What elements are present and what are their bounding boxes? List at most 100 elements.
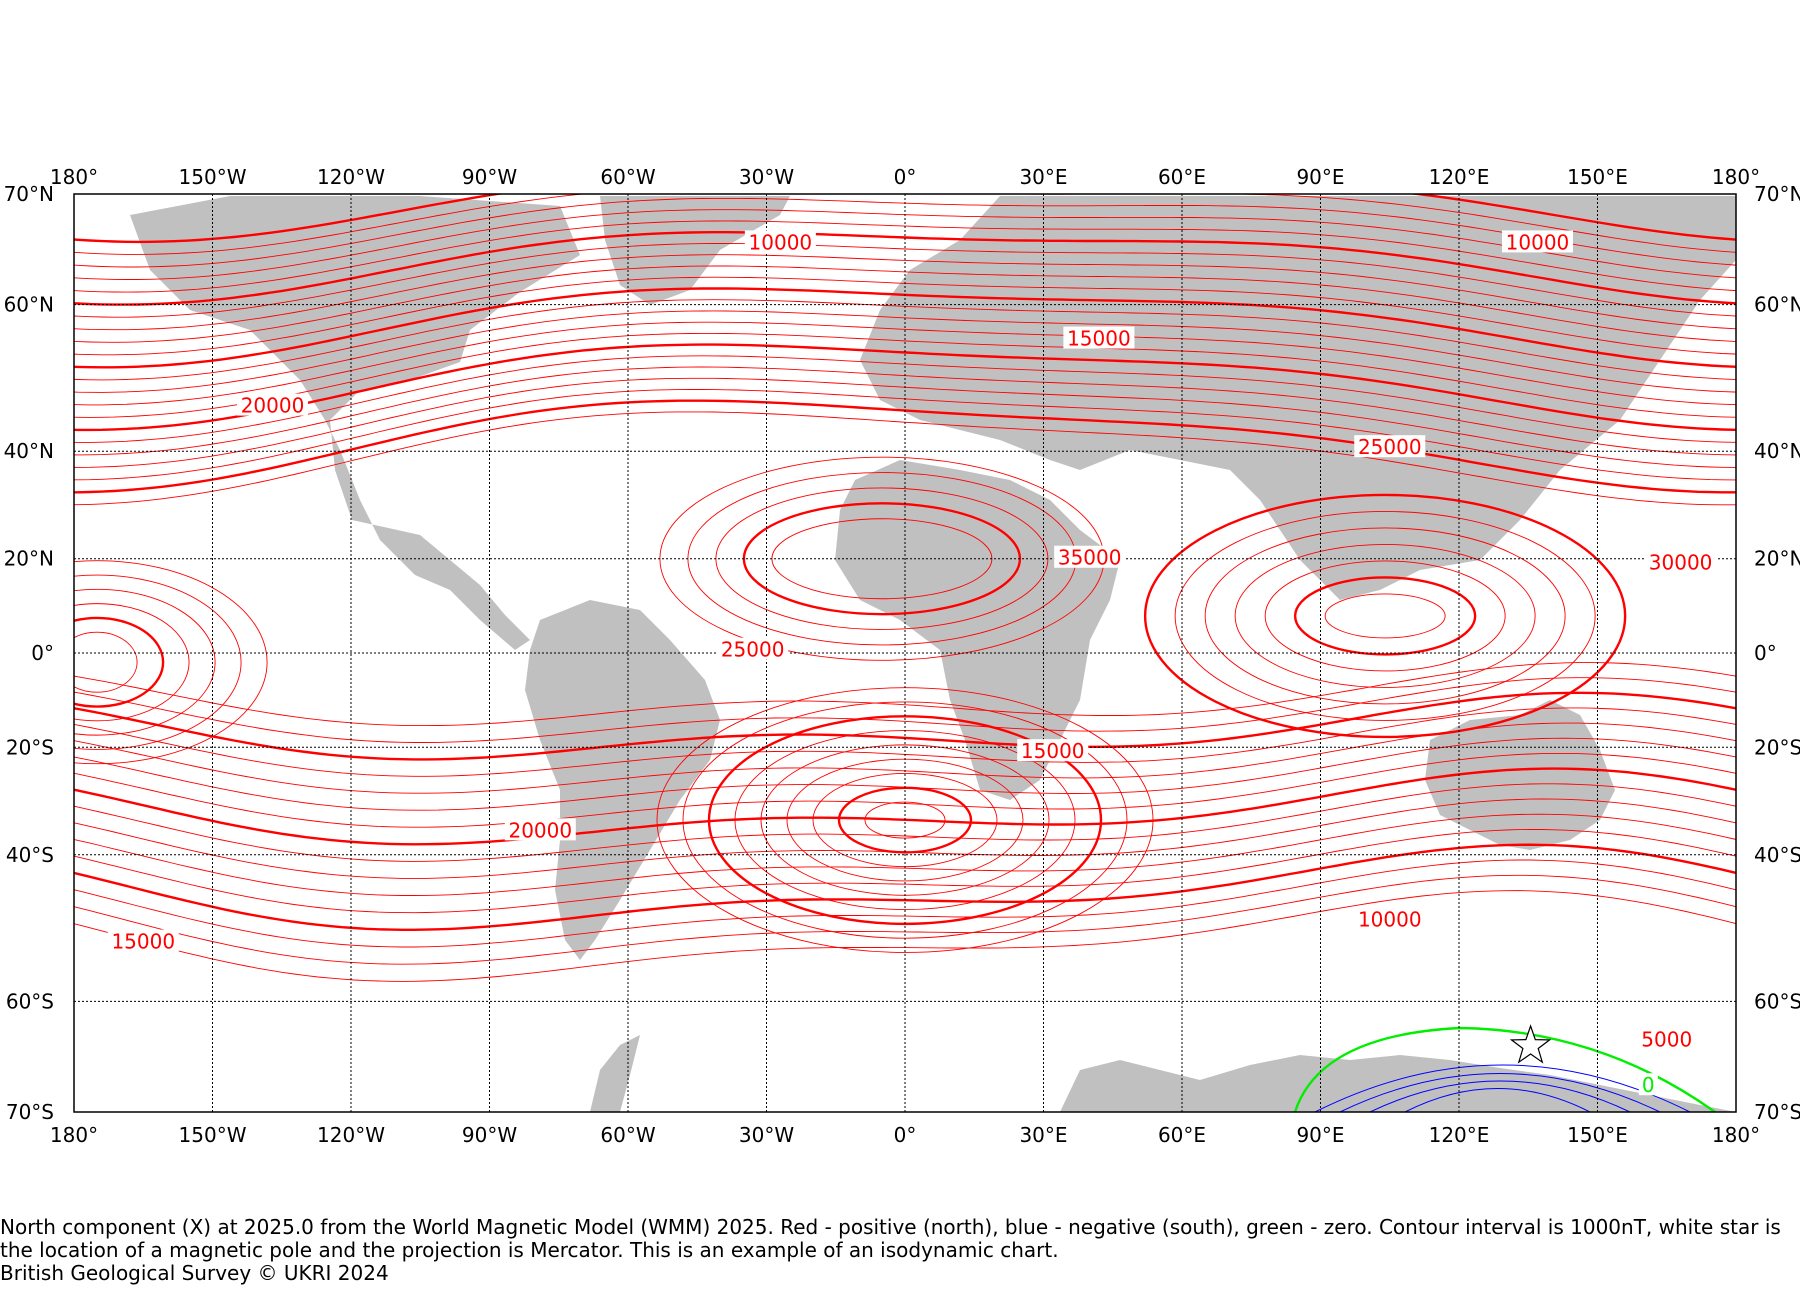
contour-line [1324,593,1446,639]
longitude-tick-label: 30°W [739,1123,794,1147]
contour-label-background [1054,545,1126,568]
longitude-tick-label: 180° [1712,165,1760,189]
contour-label: 25000 [1358,435,1422,459]
contour-label: 15000 [1067,327,1131,351]
longitude-tick-label: 180° [50,165,98,189]
longitude-tick-label: 30°W [739,165,794,189]
longitude-tick-label: 180° [1712,1123,1760,1147]
contour-line [74,194,1736,244]
contour-line [74,560,268,765]
contour-line [74,366,1736,456]
longitude-tick-label: 0° [894,1123,917,1147]
longitude-tick-label: 60°W [600,1123,655,1147]
negative-contour [1369,1080,1631,1112]
contour-line [74,411,1736,506]
contour-label: 20000 [241,394,305,418]
longitude-tick-label: 60°W [600,165,655,189]
contour-label-background [1645,550,1717,573]
longitude-tick-label: 120°W [317,165,385,189]
contour-line [74,707,1736,777]
contour-label: 10000 [1506,230,1570,254]
contour-line [74,265,1736,343]
latitude-tick-label: 70°N [4,182,54,206]
negative-contour [1404,1088,1591,1112]
contour-line [74,588,216,736]
contour-line [1204,527,1566,705]
africa-landmass [835,460,1120,800]
latitude-tick-label: 40°S [6,843,54,867]
contour-label-background [1063,326,1135,349]
graticule [74,194,1736,1112]
north-america-landmass [130,196,580,650]
contour-line [74,399,1736,494]
contour-line [74,829,1736,914]
contour-line [74,843,1736,931]
contour-label: 10000 [749,230,813,254]
latitude-tick-label: 60°N [4,293,54,317]
contour-line [74,220,1736,293]
contour-line [74,287,1736,369]
longitude-tick-labels: 180° 180° 150°W 150°W 120°W 120°W 90°W 90°W 60°W… [50,165,1760,1147]
contour-line [74,859,1736,948]
latitude-tick-labels: 70°N 70°N 60°N 60°N 40°N 40°N 20°N 20°N 0° 0° 20°S… [4,182,1800,1124]
magnetic-pole-star [1509,1024,1552,1064]
contour-label-background [717,637,789,660]
contour-label: 15000 [111,930,175,954]
contour-line [74,389,1736,481]
longitude-tick-label: 90°E [1296,165,1344,189]
contour-label-background [504,818,576,841]
longitude-tick-label: 120°E [1429,1123,1490,1147]
longitude-tick-label: 150°W [179,165,247,189]
contour-line [74,603,190,722]
latitude-tick-label: 0° [1754,641,1777,665]
latitude-tick-label: 20°N [1754,547,1800,571]
contour-label: 30000 [1649,551,1713,575]
contour-line [1293,576,1477,656]
contour-line [74,377,1736,468]
contour-line [74,197,1736,268]
contour-line [74,890,1736,982]
longitude-tick-label: 90°W [462,1123,517,1147]
contour-label-background [1638,1073,1658,1096]
contour-line [74,209,1736,280]
map-border [73,193,1737,1113]
latitude-tick-label: 40°N [4,439,54,463]
latitude-tick-label: 60°N [1754,293,1800,317]
contour-line [1234,543,1536,688]
contour-label-background [1637,1027,1696,1050]
contour-label-background [1501,230,1573,253]
contour-line [74,355,1736,443]
south-america-landmass [525,600,720,960]
contour-lines [74,194,1736,1112]
contour-label: 0 [1642,1073,1655,1097]
latitude-tick-label: 70°S [1754,1100,1800,1124]
latitude-tick-label: 60°S [1754,989,1800,1013]
latitude-tick-label: 20°S [1754,735,1800,759]
longitude-tick-label: 90°W [462,165,517,189]
contour-label: 5000 [1641,1028,1692,1052]
contour-label-background [1354,907,1426,930]
contour-label-background [744,230,816,253]
contour-line [74,299,1736,381]
contour-labels: 10000 10000 15000 20000 25000 35000 30000 25000… [107,230,1717,1097]
negative-contour [1339,1073,1661,1112]
isodynamic-map: 10000 10000 15000 20000 25000 35000 30000 25000… [3,165,1800,1147]
figure-caption: North component (X) at 2025.0 from the W… [0,1216,1800,1285]
latitude-tick-label: 70°S [6,1100,54,1124]
caption-description: North component (X) at 2025.0 from the W… [0,1215,1781,1262]
longitude-tick-label: 60°E [1158,165,1206,189]
contour-line [74,783,1736,862]
antarctica-landmass [1060,1055,1736,1112]
contour-line [74,752,1736,828]
contour-line [74,231,1736,306]
contour-line [74,813,1736,896]
latitude-tick-label: 40°N [1754,439,1800,463]
continents [130,196,1736,1112]
contour-line [74,677,1736,743]
contour-line [74,691,1736,761]
contour-label-background [237,393,309,416]
latitude-tick-label: 40°S [1754,843,1800,867]
contour-label: 10000 [1358,907,1422,931]
contour-label: 35000 [1058,546,1122,570]
contour-line [74,332,1736,418]
